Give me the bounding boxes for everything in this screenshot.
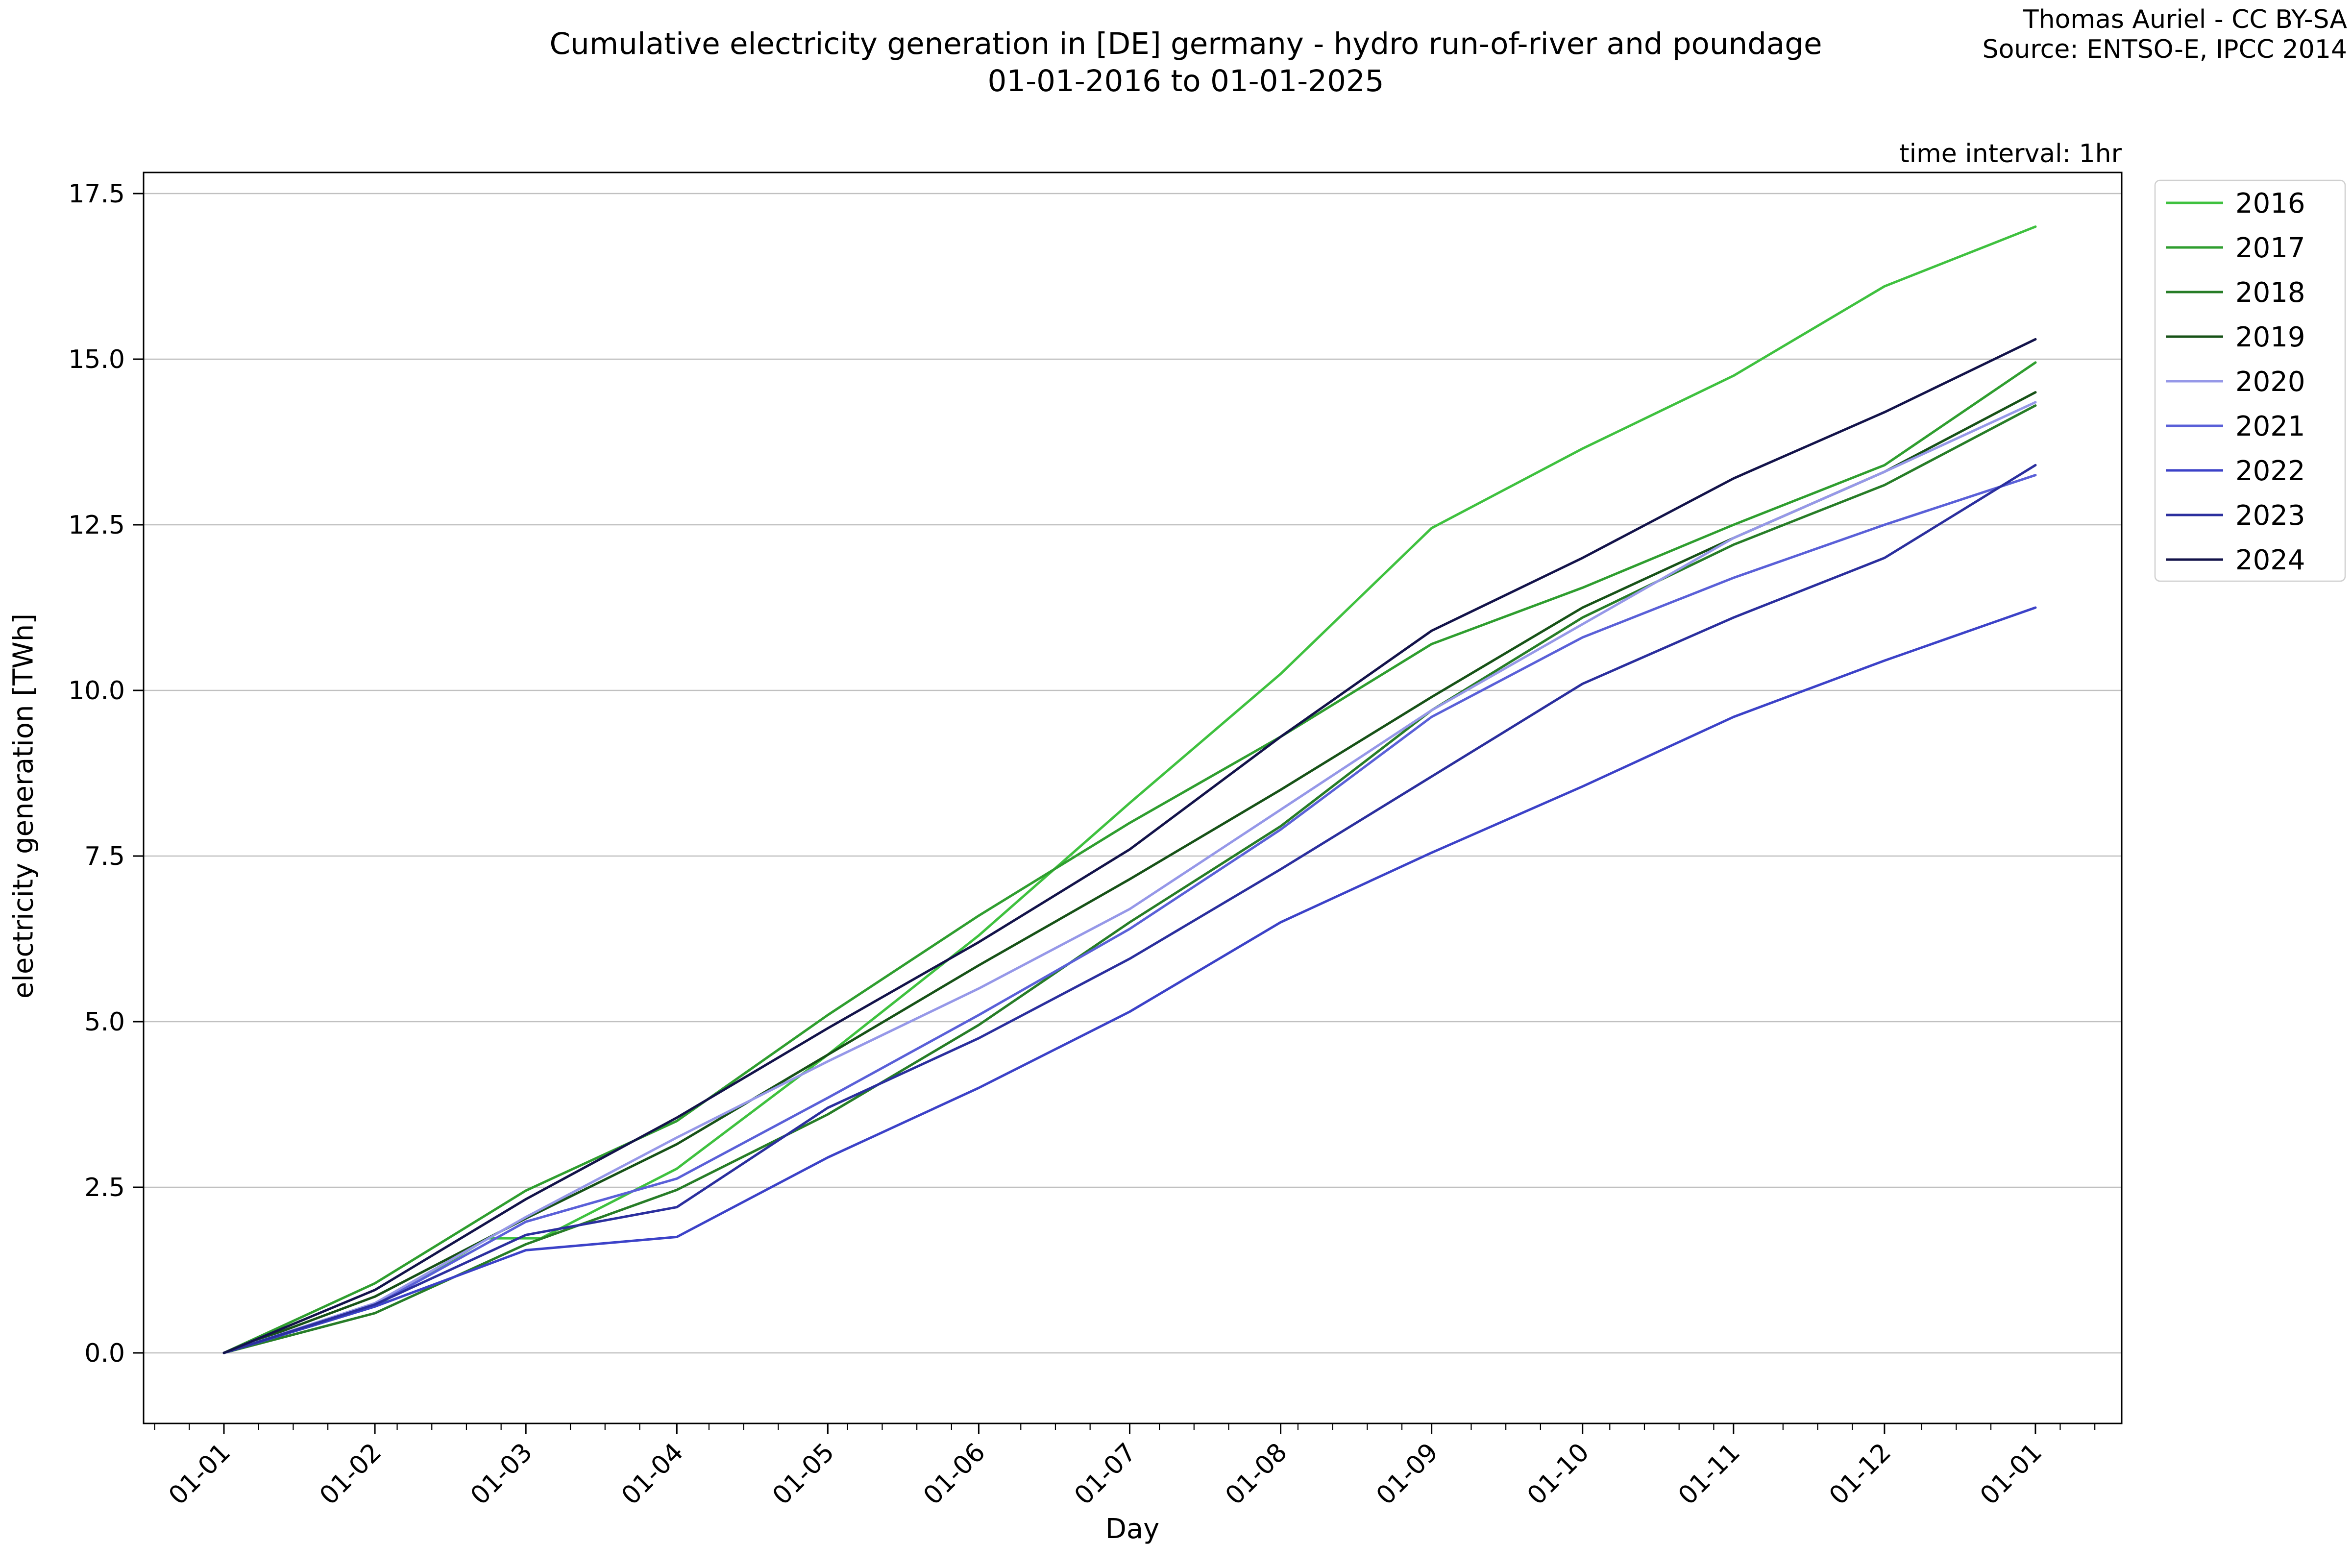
legend-label-2023: 2023 (2235, 500, 2305, 532)
series-line-2016 (222, 225, 2037, 1354)
x-tick-label: 01-09 (1371, 1438, 1444, 1511)
x-tick-label: 01-02 (314, 1438, 387, 1511)
legend-label-2017: 2017 (2235, 232, 2305, 264)
series-line-2018 (222, 404, 2037, 1354)
y-tick-label: 17.5 (68, 179, 125, 209)
y-tick-label: 15.0 (68, 345, 125, 374)
x-tick-label: 01-03 (465, 1438, 538, 1511)
x-axis-label: Day (1105, 1513, 1160, 1545)
legend-label-2019: 2019 (2235, 321, 2305, 353)
x-tick-label: 01-12 (1824, 1438, 1897, 1511)
legend (2154, 179, 2346, 582)
x-tick-label: 01-05 (767, 1438, 840, 1511)
x-tick-label: 01-06 (918, 1438, 991, 1511)
y-tick-label: 5.0 (84, 1007, 125, 1037)
y-tick-label: 7.5 (84, 842, 125, 871)
series-line-2024 (222, 338, 2037, 1354)
legend-label-2021: 2021 (2235, 411, 2305, 442)
legend-label-2022: 2022 (2235, 455, 2305, 487)
credit-author: Thomas Auriel - CC BY-SA (2023, 5, 2347, 34)
y-tick-label: 10.0 (68, 676, 125, 706)
credit-source: Source: ENTSO-E, IPCC 2014 (1982, 35, 2347, 65)
series-line-2023 (222, 464, 2037, 1354)
x-tick-label: 01-11 (1673, 1438, 1746, 1511)
chart-title-line2: 01-01-2016 to 01-01-2025 (987, 63, 1384, 98)
x-tick-label: 01-01 (1975, 1438, 2048, 1511)
x-tick-label: 01-01 (163, 1438, 236, 1511)
y-tick-label: 12.5 (68, 511, 125, 540)
legend-label-2016: 2016 (2235, 188, 2305, 220)
y-tick-label: 0.0 (84, 1339, 125, 1368)
x-tick-label: 01-07 (1069, 1438, 1142, 1511)
time-interval-note: time interval: 1hr (1899, 139, 2122, 169)
x-tick-label: 01-04 (616, 1438, 689, 1511)
y-axis-label: electricity generation [TWh] (7, 613, 40, 999)
series-line-2021 (222, 474, 2037, 1354)
axes-frame (143, 172, 2123, 1424)
y-tick-label: 2.5 (84, 1173, 125, 1202)
legend-label-2018: 2018 (2235, 277, 2305, 309)
legend-label-2024: 2024 (2235, 544, 2305, 576)
series-line-2022 (222, 606, 2037, 1354)
x-tick-label: 01-10 (1522, 1438, 1595, 1511)
chart-title: Cumulative electricity generation in [DE… (549, 25, 1822, 99)
chart-title-line1: Cumulative electricity generation in [DE… (549, 26, 1822, 61)
series-line-2017 (222, 361, 2037, 1354)
x-tick-label: 01-08 (1220, 1438, 1293, 1511)
credit-block: Thomas Auriel - CC BY-SA Source: ENTSO-E… (1983, 5, 2347, 65)
series-line-2020 (222, 401, 2037, 1354)
legend-label-2020: 2020 (2235, 366, 2305, 398)
